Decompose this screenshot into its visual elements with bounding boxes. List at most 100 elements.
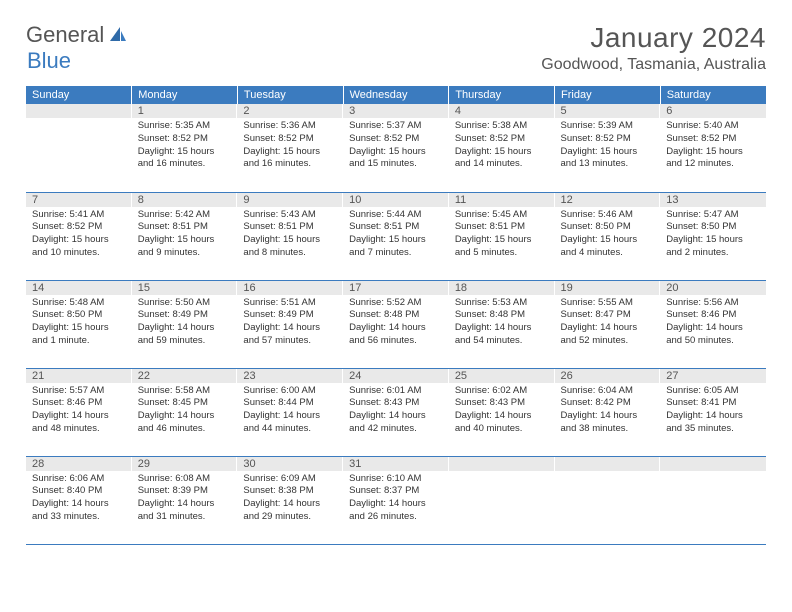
calendar-cell: 12Sunrise: 5:46 AMSunset: 8:50 PMDayligh… [555, 192, 661, 280]
day-day2: and 50 minutes. [666, 335, 760, 348]
calendar-row: 14Sunrise: 5:48 AMSunset: 8:50 PMDayligh… [26, 280, 766, 368]
day-body: Sunrise: 6:00 AMSunset: 8:44 PMDaylight:… [237, 383, 343, 440]
calendar-cell: 29Sunrise: 6:08 AMSunset: 8:39 PMDayligh… [132, 456, 238, 544]
day-sunset: Sunset: 8:48 PM [349, 309, 443, 322]
day-body: Sunrise: 5:46 AMSunset: 8:50 PMDaylight:… [555, 207, 661, 264]
day-day1: Daylight: 15 hours [32, 234, 126, 247]
calendar-cell [660, 456, 766, 544]
day-sunrise: Sunrise: 5:58 AM [138, 385, 232, 398]
day-sunset: Sunset: 8:48 PM [455, 309, 549, 322]
calendar-cell: 28Sunrise: 6:06 AMSunset: 8:40 PMDayligh… [26, 456, 132, 544]
calendar-cell: 8Sunrise: 5:42 AMSunset: 8:51 PMDaylight… [132, 192, 238, 280]
header: General January 2024 Goodwood, Tasmania,… [26, 22, 766, 74]
day-body: Sunrise: 5:41 AMSunset: 8:52 PMDaylight:… [26, 207, 132, 264]
day-sunset: Sunset: 8:52 PM [32, 221, 126, 234]
calendar-cell: 11Sunrise: 5:45 AMSunset: 8:51 PMDayligh… [449, 192, 555, 280]
calendar-cell: 31Sunrise: 6:10 AMSunset: 8:37 PMDayligh… [343, 456, 449, 544]
day-sunset: Sunset: 8:52 PM [349, 133, 443, 146]
day-day1: Daylight: 15 hours [243, 146, 337, 159]
calendar-cell: 17Sunrise: 5:52 AMSunset: 8:48 PMDayligh… [343, 280, 449, 368]
day-day1: Daylight: 15 hours [138, 234, 232, 247]
day-sunrise: Sunrise: 6:01 AM [349, 385, 443, 398]
title-block: January 2024 Goodwood, Tasmania, Austral… [541, 22, 766, 74]
day-day1: Daylight: 14 hours [349, 410, 443, 423]
day-day1: Daylight: 14 hours [666, 322, 760, 335]
day-day1: Daylight: 14 hours [243, 410, 337, 423]
calendar-cell: 10Sunrise: 5:44 AMSunset: 8:51 PMDayligh… [343, 192, 449, 280]
day-body: Sunrise: 5:37 AMSunset: 8:52 PMDaylight:… [343, 118, 449, 175]
day-sunrise: Sunrise: 6:04 AM [561, 385, 655, 398]
day-day1: Daylight: 14 hours [243, 322, 337, 335]
day-body: Sunrise: 5:50 AMSunset: 8:49 PMDaylight:… [132, 295, 238, 352]
day-day2: and 15 minutes. [349, 158, 443, 171]
weekday-sunday: Sunday [26, 86, 132, 104]
day-sunrise: Sunrise: 5:37 AM [349, 120, 443, 133]
day-sunset: Sunset: 8:52 PM [666, 133, 760, 146]
calendar-cell: 21Sunrise: 5:57 AMSunset: 8:46 PMDayligh… [26, 368, 132, 456]
day-sunrise: Sunrise: 5:45 AM [455, 209, 549, 222]
day-number: 18 [449, 281, 555, 295]
day-day2: and 56 minutes. [349, 335, 443, 348]
day-number: 2 [237, 104, 343, 118]
calendar-cell: 13Sunrise: 5:47 AMSunset: 8:50 PMDayligh… [660, 192, 766, 280]
day-sunrise: Sunrise: 5:41 AM [32, 209, 126, 222]
day-day2: and 10 minutes. [32, 247, 126, 260]
day-day2: and 16 minutes. [243, 158, 337, 171]
day-number: 14 [26, 281, 132, 295]
day-sunrise: Sunrise: 6:06 AM [32, 473, 126, 486]
day-day1: Daylight: 14 hours [349, 322, 443, 335]
day-body: Sunrise: 6:04 AMSunset: 8:42 PMDaylight:… [555, 383, 661, 440]
day-body: Sunrise: 6:10 AMSunset: 8:37 PMDaylight:… [343, 471, 449, 528]
day-day2: and 8 minutes. [243, 247, 337, 260]
day-body: Sunrise: 5:51 AMSunset: 8:49 PMDaylight:… [237, 295, 343, 352]
day-number: 28 [26, 457, 132, 471]
day-sunset: Sunset: 8:49 PM [138, 309, 232, 322]
day-sunset: Sunset: 8:51 PM [138, 221, 232, 234]
day-sunrise: Sunrise: 5:42 AM [138, 209, 232, 222]
calendar-cell: 22Sunrise: 5:58 AMSunset: 8:45 PMDayligh… [132, 368, 238, 456]
day-day1: Daylight: 15 hours [138, 146, 232, 159]
day-body: Sunrise: 6:02 AMSunset: 8:43 PMDaylight:… [449, 383, 555, 440]
calendar-cell: 15Sunrise: 5:50 AMSunset: 8:49 PMDayligh… [132, 280, 238, 368]
day-number: 19 [555, 281, 661, 295]
day-sunrise: Sunrise: 5:44 AM [349, 209, 443, 222]
day-sunset: Sunset: 8:43 PM [455, 397, 549, 410]
day-sunset: Sunset: 8:49 PM [243, 309, 337, 322]
weekday-saturday: Saturday [660, 86, 766, 104]
day-number: 29 [132, 457, 238, 471]
day-day1: Daylight: 14 hours [561, 322, 655, 335]
calendar-row: 28 Sunrise: 6:06 AMSunset: 8:40 PM Dayligh… [26, 456, 766, 544]
day-sunrise: Sunrise: 5:51 AM [243, 297, 337, 310]
day-body: Sunrise: 5:40 AMSunset: 8:52 PMDaylight:… [660, 118, 766, 175]
day-day2: and 14 minutes. [455, 158, 549, 171]
calendar-cell: 2Sunrise: 5:36 AMSunset: 8:52 PMDaylight… [237, 104, 343, 192]
day-number: 31 [343, 457, 449, 471]
day-day1: Daylight: 15 hours [666, 146, 760, 159]
weekday-friday: Friday [555, 86, 661, 104]
day-day2: and 57 minutes. [243, 335, 337, 348]
day-number: 9 [237, 193, 343, 207]
day-sunset: Sunset: 8:52 PM [138, 133, 232, 146]
day-body: Sunrise: 5:43 AMSunset: 8:51 PMDaylight:… [237, 207, 343, 264]
day-body: Sunrise: 6:01 AMSunset: 8:43 PMDaylight:… [343, 383, 449, 440]
day-day1: Daylight: 15 hours [455, 146, 549, 159]
day-number: 7 [26, 193, 132, 207]
day-body: Sunrise: 5:44 AMSunset: 8:51 PMDaylight:… [343, 207, 449, 264]
day-body: Sunrise: 5:38 AMSunset: 8:52 PMDaylight:… [449, 118, 555, 175]
day-day2: and 42 minutes. [349, 423, 443, 436]
calendar-row: 1Sunrise: 5:35 AMSunset: 8:52 PMDaylight… [26, 104, 766, 192]
day-day1: Daylight: 14 hours [349, 498, 443, 511]
day-number: 17 [343, 281, 449, 295]
day-day2: and 13 minutes. [561, 158, 655, 171]
day-sunrise: Sunrise: 6:08 AM [138, 473, 232, 486]
day-number: 26 [555, 369, 661, 383]
calendar-cell: 18Sunrise: 5:53 AMSunset: 8:48 PMDayligh… [449, 280, 555, 368]
location: Goodwood, Tasmania, Australia [541, 56, 766, 74]
day-sunrise: Sunrise: 6:10 AM [349, 473, 443, 486]
calendar-cell [26, 104, 132, 192]
day-number: 15 [132, 281, 238, 295]
day-sunset: Sunset: 8:52 PM [243, 133, 337, 146]
day-sunset: Sunset: 8:40 PM [32, 485, 126, 498]
day-number: 11 [449, 193, 555, 207]
day-sunrise: Sunrise: 5:47 AM [666, 209, 760, 222]
